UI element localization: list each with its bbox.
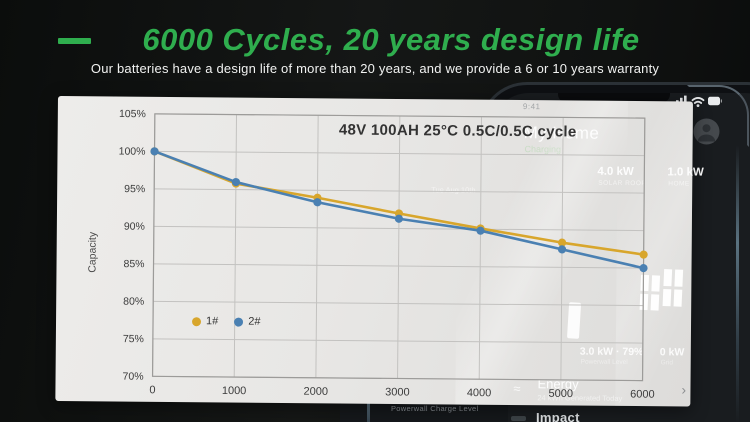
wifi-icon xyxy=(691,97,705,104)
x-tick-label: 3000 xyxy=(385,386,410,398)
battery-icon xyxy=(708,96,722,106)
legend-item-2#: 2# xyxy=(234,315,261,328)
capacity-line-chart: 105% 100% 95% 90% 85% 80% 75% 70% 0 1000 2000 3000 4… xyxy=(119,108,655,401)
y-tick-label: 90% xyxy=(124,221,145,233)
chart-legend: 1# 2# xyxy=(192,315,261,328)
x-tick-label: 6000 xyxy=(630,389,655,401)
impact-section-label: Impact xyxy=(536,410,580,422)
chart-panel: 9:41 My Home Charging Tue Aug 10th 4.0 k… xyxy=(55,96,704,407)
avatar xyxy=(693,118,720,145)
data-point-2# xyxy=(639,264,648,273)
y-tick-label: 75% xyxy=(123,333,144,345)
y-tick-label: 105% xyxy=(119,108,146,120)
data-point-2# xyxy=(313,198,322,207)
x-tick-label: 2000 xyxy=(303,386,328,398)
impact-icon xyxy=(511,416,526,421)
y-tick-label: 70% xyxy=(122,371,143,383)
powerwall-charge-level-label: Powerwall Charge Level xyxy=(391,404,479,413)
phone-edge-highlight xyxy=(736,145,739,422)
phone-corner-highlight xyxy=(687,85,749,147)
legend-dot xyxy=(192,316,202,326)
y-tick-label: 85% xyxy=(123,258,144,270)
data-point-2# xyxy=(394,214,404,223)
phone-notch xyxy=(558,93,670,103)
v-gridline xyxy=(478,116,483,380)
page-title: 6000 Cycles, 20 years design life xyxy=(142,22,640,57)
y-tick-label: 95% xyxy=(124,183,145,195)
x-tick-label: 1000 xyxy=(222,385,247,397)
x-tick-label: 0 xyxy=(149,384,155,396)
v-gridline xyxy=(397,115,401,379)
y-tick-label: 80% xyxy=(123,296,144,308)
x-tick-label: 5000 xyxy=(548,388,573,400)
wifi-dot xyxy=(696,104,700,107)
data-point-1# xyxy=(639,250,648,259)
legend-dot xyxy=(234,317,244,327)
v-gridline xyxy=(315,115,319,378)
data-point-2# xyxy=(557,245,567,254)
x-tick-label: 4000 xyxy=(467,387,492,399)
data-point-2# xyxy=(231,177,241,187)
data-point-2# xyxy=(476,226,485,235)
data-point-1# xyxy=(557,238,567,247)
plot-border xyxy=(151,113,646,382)
legend-label: 1# xyxy=(205,315,219,328)
title-accent-dash xyxy=(58,38,91,44)
y-axis-title: Capacity xyxy=(86,231,99,273)
second-phone-rim xyxy=(367,393,370,422)
legend-label: 2# xyxy=(248,315,261,328)
v-gridline xyxy=(233,114,238,378)
data-point-2# xyxy=(150,147,159,156)
legend-item-1#: 1# xyxy=(192,315,218,327)
y-tick-label: 100% xyxy=(119,146,146,158)
page-subtitle: Our batteries have a design life of more… xyxy=(90,61,660,76)
